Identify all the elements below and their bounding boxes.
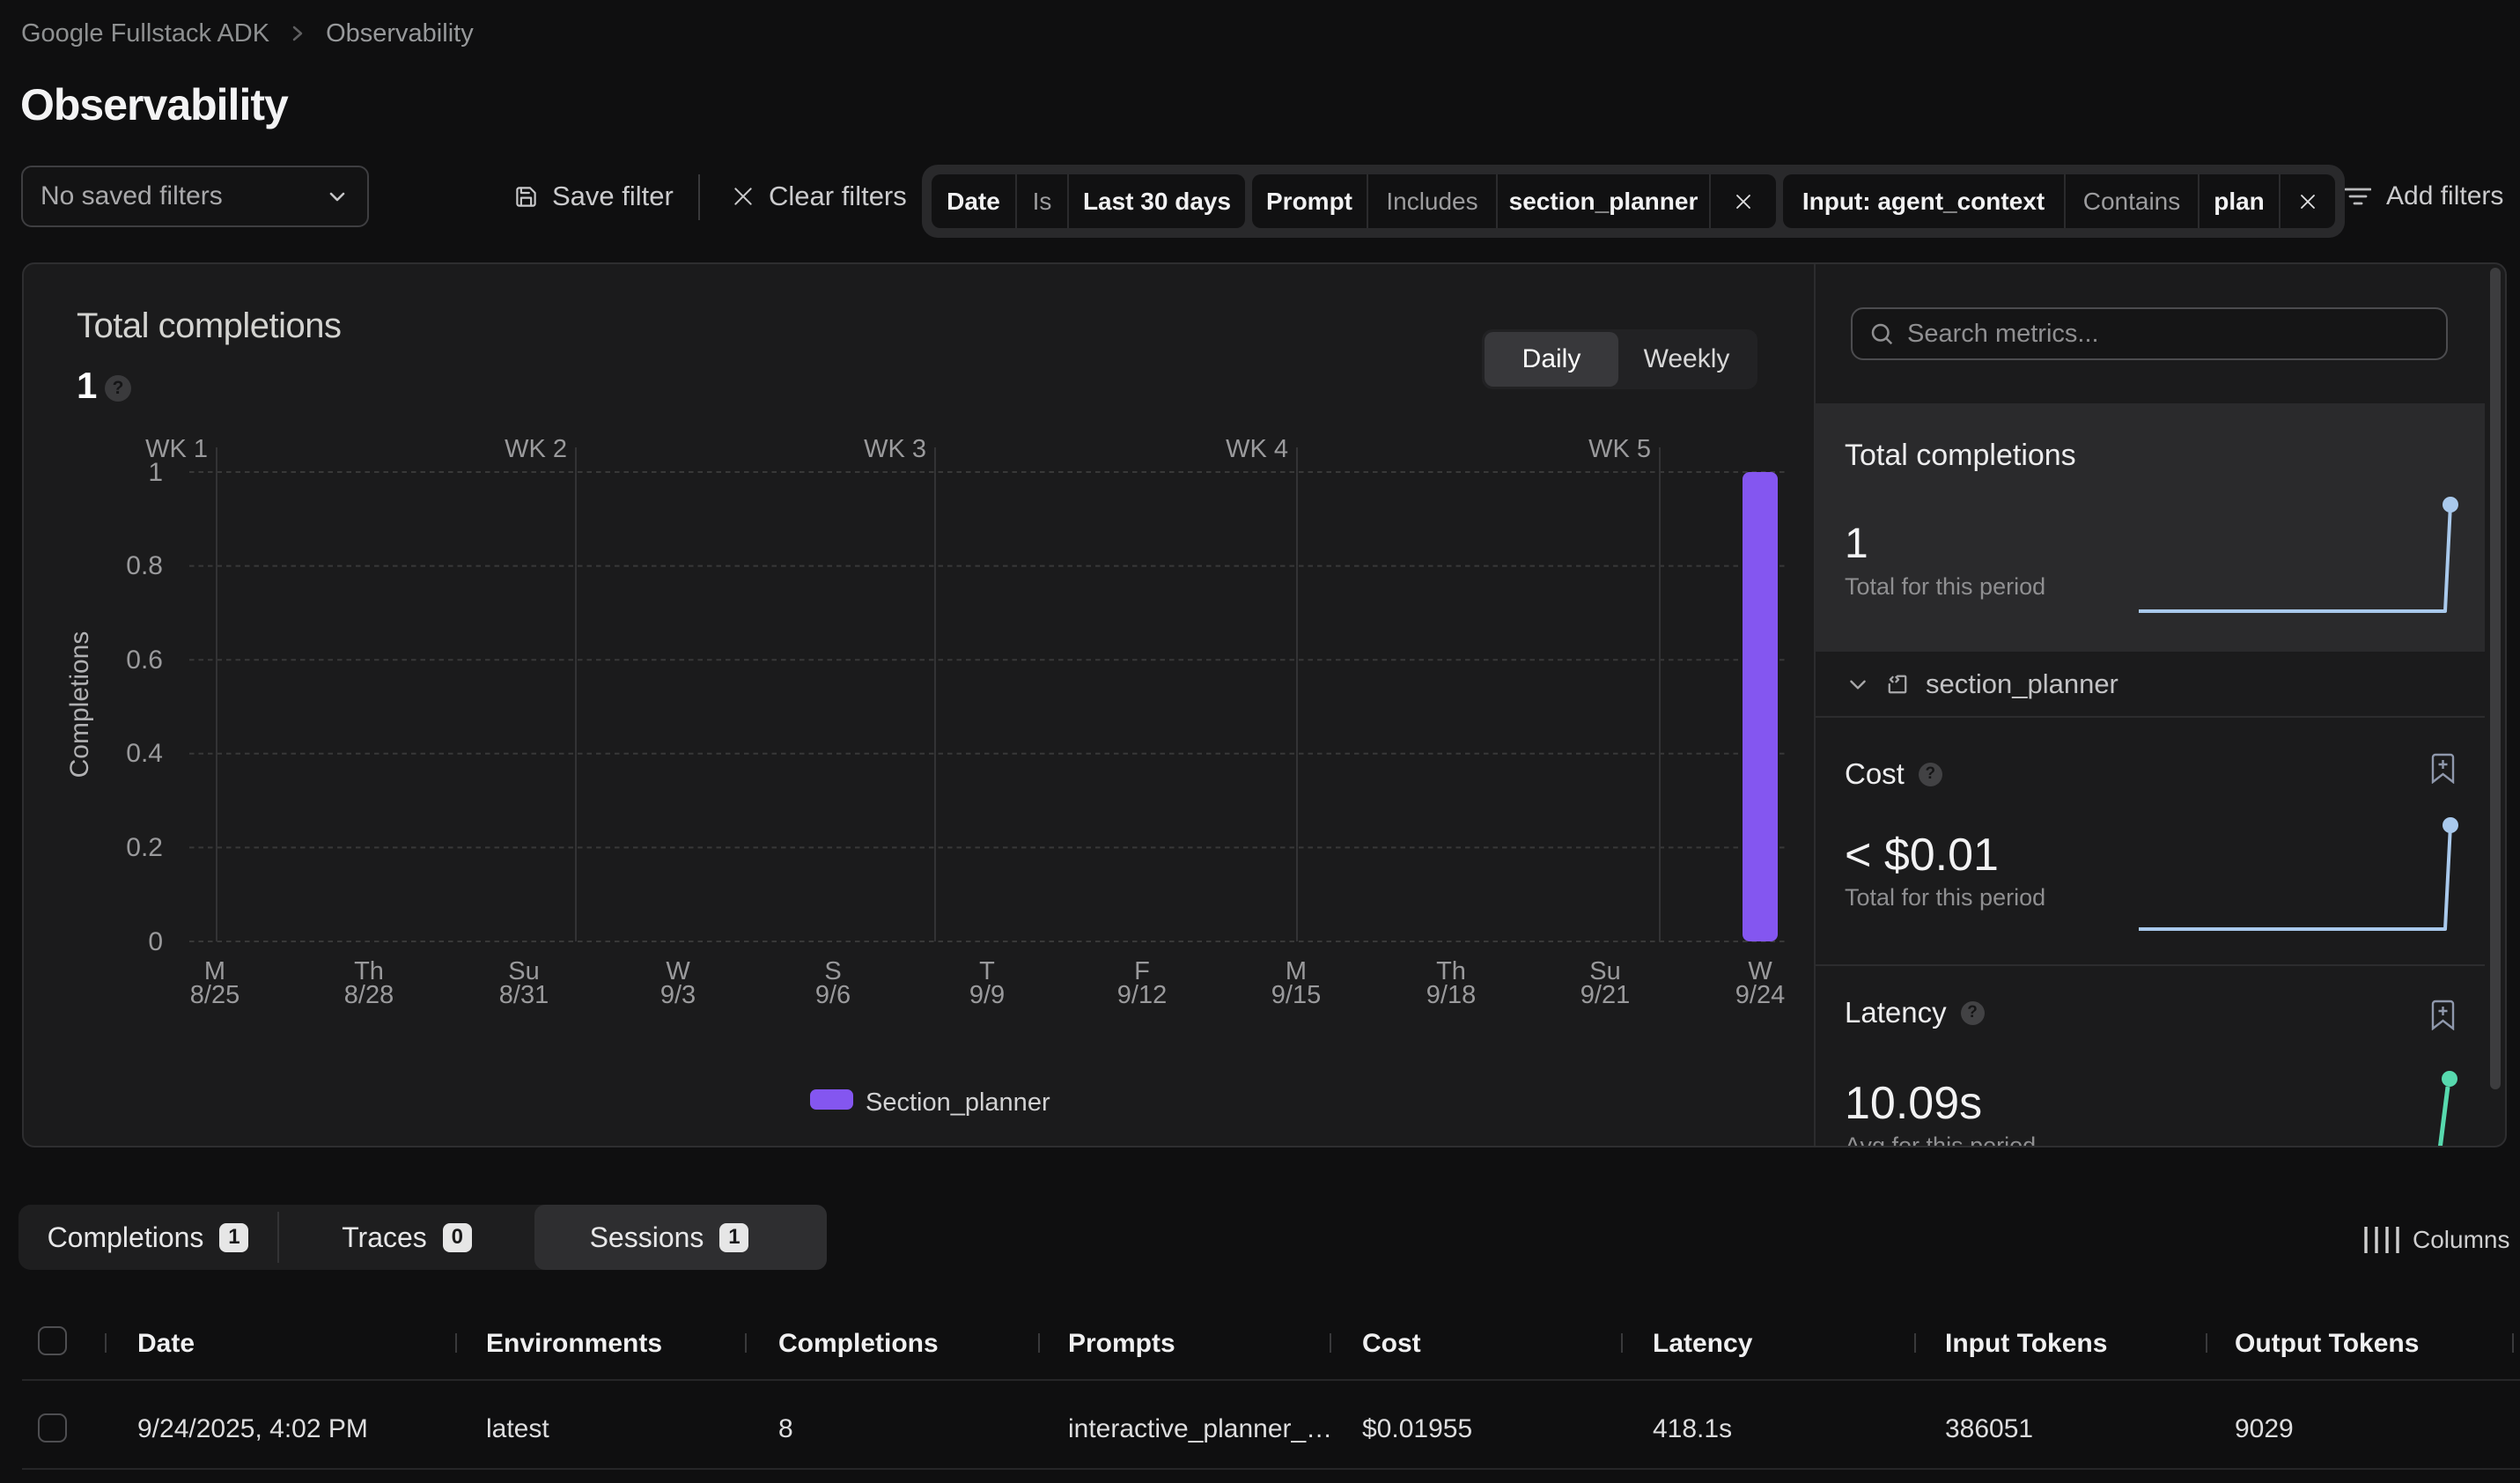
svg-text:WK 2: WK 2: [505, 435, 567, 463]
svg-text:9/18: 9/18: [1426, 981, 1476, 1009]
svg-text:0.8: 0.8: [126, 551, 163, 580]
svg-text:Th: Th: [354, 957, 384, 985]
svg-text:0.4: 0.4: [126, 739, 163, 768]
svg-text:0.2: 0.2: [126, 833, 163, 862]
svg-text:Section_planner: Section_planner: [866, 1088, 1050, 1117]
svg-text:9/6: 9/6: [815, 981, 851, 1009]
svg-text:Su: Su: [1589, 957, 1620, 985]
svg-text:M: M: [204, 957, 225, 985]
svg-text:1: 1: [148, 458, 163, 487]
svg-text:0: 0: [148, 927, 163, 956]
svg-text:0.6: 0.6: [126, 646, 163, 675]
svg-text:8/31: 8/31: [499, 981, 549, 1009]
svg-text:WK 4: WK 4: [1226, 435, 1288, 463]
svg-text:Completions: Completions: [65, 631, 94, 778]
svg-text:T: T: [979, 957, 995, 985]
svg-text:9/15: 9/15: [1271, 981, 1321, 1009]
svg-text:S: S: [824, 957, 841, 985]
svg-text:WK 5: WK 5: [1588, 435, 1651, 463]
svg-text:F: F: [1134, 957, 1150, 985]
svg-text:9/24: 9/24: [1735, 981, 1785, 1009]
svg-text:W: W: [666, 957, 690, 985]
svg-text:W: W: [1748, 957, 1772, 985]
svg-text:9/3: 9/3: [660, 981, 696, 1009]
svg-text:9/21: 9/21: [1581, 981, 1630, 1009]
svg-text:Su: Su: [508, 957, 539, 985]
svg-text:8/25: 8/25: [190, 981, 239, 1009]
svg-text:M: M: [1286, 957, 1307, 985]
svg-text:9/9: 9/9: [969, 981, 1005, 1009]
svg-text:Th: Th: [1436, 957, 1466, 985]
svg-text:WK 1: WK 1: [145, 435, 208, 463]
svg-text:WK 3: WK 3: [864, 435, 926, 463]
svg-text:8/28: 8/28: [344, 981, 394, 1009]
svg-text:9/12: 9/12: [1117, 981, 1167, 1009]
